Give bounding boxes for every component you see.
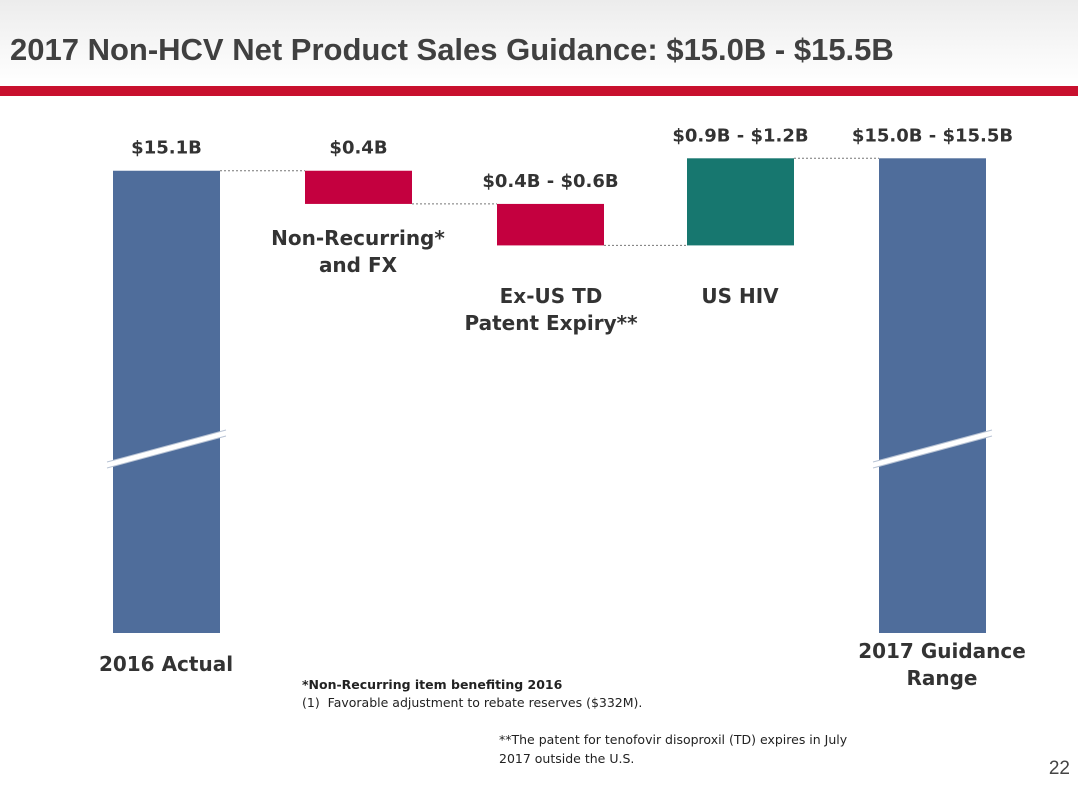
page-number: 22 (1048, 758, 1070, 779)
value-label-guidance_2017: $15.0B - $15.5B (852, 125, 1013, 146)
category-label-guidance_2017: 2017 Guidance (858, 639, 1026, 663)
axis-break-actual_2016 (107, 430, 226, 468)
category-label-us_hiv: US HIV (701, 284, 779, 308)
category-label-nonrecurring_fx: and FX (319, 253, 398, 277)
footnote-item-number: (1) (302, 695, 320, 710)
accent-rule (0, 86, 1078, 96)
axis-break-guidance_2017 (873, 430, 992, 468)
footnote-block: *Non-Recurring item benefiting 2016 (1) … (302, 676, 642, 712)
slide-title: 2017 Non-HCV Net Product Sales Guidance:… (10, 32, 894, 67)
value-label-exus_td: $0.4B - $0.6B (482, 171, 618, 192)
axis-break-line-bottom-guidance_2017 (872, 435, 993, 469)
footnote-nonrecurring-heading: *Non-Recurring item benefiting 2016 (302, 677, 563, 692)
bar-nonrecurring_fx (305, 170, 412, 204)
value-label-us_hiv: $0.9B - $1.2B (672, 125, 808, 146)
header-band (0, 0, 1078, 86)
axis-break-line-top-actual_2016 (106, 429, 227, 463)
category-label-exus_td: Ex-US TD (500, 284, 603, 308)
category-label-nonrecurring_fx: Non-Recurring* (271, 226, 445, 250)
bar-us_hiv (687, 158, 794, 246)
axis-break-line-top-guidance_2017 (872, 429, 993, 463)
category-label-exus_td: Patent Expiry** (464, 311, 638, 335)
footnote-patent: **The patent for tenofovir disoproxil (T… (499, 732, 848, 766)
footnote-item: (1) Favorable adjustment to rebate reser… (302, 694, 642, 712)
category-label-guidance_2017: Range (906, 666, 977, 690)
bar-guidance_2017 (879, 158, 986, 633)
value-label-nonrecurring_fx: $0.4B (329, 138, 387, 159)
footnote-item-text: Favorable adjustment to rebate reserves … (327, 695, 643, 710)
value-label-actual_2016: $15.1B (131, 138, 202, 159)
axis-break-line-bottom-actual_2016 (106, 435, 227, 469)
bar-actual_2016 (113, 170, 220, 634)
bar-exus_td (497, 203, 604, 246)
category-label-actual_2016: 2016 Actual (99, 652, 233, 676)
